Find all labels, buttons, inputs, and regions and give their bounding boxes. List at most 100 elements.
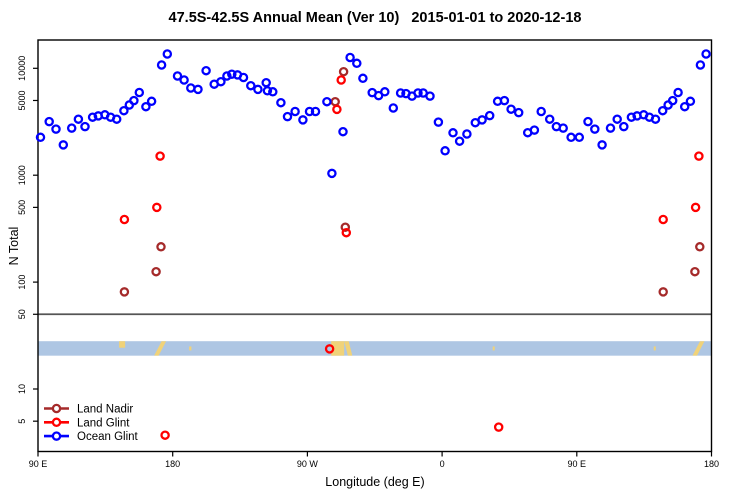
- data-point: [152, 202, 162, 213]
- data-point: [462, 129, 472, 139]
- data-point: [454, 136, 465, 146]
- x-tick-label: 180: [704, 459, 719, 469]
- data-point: [58, 140, 69, 150]
- x-tick-label: 90 E: [568, 459, 587, 469]
- data-point: [155, 151, 165, 161]
- data-point: [590, 124, 600, 134]
- data-point: [679, 101, 690, 112]
- data-point: [186, 83, 196, 93]
- data-point: [341, 227, 352, 238]
- data-point: [388, 103, 399, 113]
- data-point: [425, 91, 435, 101]
- data-point: [253, 84, 263, 95]
- data-point: [448, 128, 458, 138]
- data-point: [597, 140, 607, 150]
- data-point: [694, 151, 704, 161]
- y-tick-label: 5: [17, 419, 27, 424]
- data-point: [413, 88, 423, 98]
- data-point: [506, 104, 516, 114]
- data-point: [701, 49, 711, 59]
- data-point: [111, 114, 122, 124]
- data-point: [695, 242, 705, 252]
- data-point: [433, 117, 444, 127]
- data-point: [352, 58, 362, 69]
- data-point: [440, 146, 450, 156]
- land-patch: [492, 346, 495, 351]
- data-point: [332, 104, 342, 115]
- data-point: [605, 123, 616, 133]
- chart-title: 47.5S-42.5S Annual Mean (Ver 10) 2015-01…: [168, 10, 582, 26]
- data-point: [179, 75, 189, 85]
- data-point: [536, 106, 546, 117]
- data-point: [162, 49, 173, 59]
- y-tick-label: 5000: [17, 90, 27, 110]
- legend-entry: Land Nadir: [44, 404, 133, 416]
- data-point: [690, 202, 701, 213]
- y-tick-label: 1000: [17, 165, 27, 185]
- legend-label: Ocean Glint: [77, 431, 139, 443]
- data-point: [298, 115, 308, 125]
- data-point: [690, 266, 700, 277]
- y-tick-label: 10000: [17, 56, 27, 81]
- data-point: [658, 287, 668, 297]
- data-point: [345, 52, 355, 63]
- map-band-ocean: [38, 341, 712, 356]
- data-point: [338, 126, 348, 137]
- data-point: [66, 123, 77, 133]
- data-point: [380, 87, 390, 97]
- data-point: [558, 123, 568, 133]
- y-axis-title: N Total: [7, 226, 21, 266]
- data-point: [657, 105, 668, 116]
- data-point: [499, 95, 510, 106]
- data-point: [151, 266, 161, 277]
- data-point: [327, 168, 337, 179]
- data-point: [216, 76, 226, 87]
- data-point: [358, 73, 368, 84]
- data-point: [493, 422, 504, 432]
- legend-label: Land Glint: [77, 417, 130, 429]
- data-point: [338, 66, 349, 77]
- y-tick-label: 50: [17, 309, 27, 319]
- data-point: [201, 65, 211, 76]
- data-point: [268, 87, 278, 97]
- land-patch: [154, 341, 167, 356]
- data-point: [673, 87, 683, 98]
- x-tick-label: 180: [165, 459, 180, 469]
- data-point: [156, 242, 166, 252]
- data-point: [566, 132, 576, 143]
- series-land-glint: [119, 75, 704, 440]
- legend-entry: Ocean Glint: [44, 431, 139, 443]
- plot-frame: [37, 39, 713, 453]
- data-point: [193, 84, 203, 95]
- data-point: [35, 132, 46, 143]
- land-patch: [331, 341, 345, 356]
- data-point: [119, 287, 130, 297]
- data-point: [304, 106, 315, 117]
- data-point: [290, 106, 300, 117]
- data-point: [484, 110, 495, 121]
- legend-entry: Land Glint: [44, 417, 130, 429]
- x-tick-label: 90 E: [29, 459, 48, 469]
- y-tick-label: 500: [17, 200, 27, 215]
- data-point: [227, 69, 237, 79]
- data-point: [276, 97, 286, 108]
- data-point: [324, 344, 335, 354]
- data-point: [80, 121, 90, 132]
- data-point: [310, 106, 321, 117]
- data-point: [650, 114, 661, 124]
- data-point: [574, 132, 585, 143]
- land-patch: [119, 341, 126, 348]
- data-point: [685, 96, 696, 107]
- data-point: [51, 124, 61, 134]
- data-point: [583, 116, 593, 127]
- data-point: [513, 107, 524, 118]
- land-patch: [653, 346, 656, 351]
- x-tick-label: 0: [440, 459, 445, 469]
- data-point: [626, 112, 637, 122]
- data-point: [282, 111, 293, 122]
- series-ocean-glint: [35, 49, 711, 179]
- data-point: [238, 72, 249, 83]
